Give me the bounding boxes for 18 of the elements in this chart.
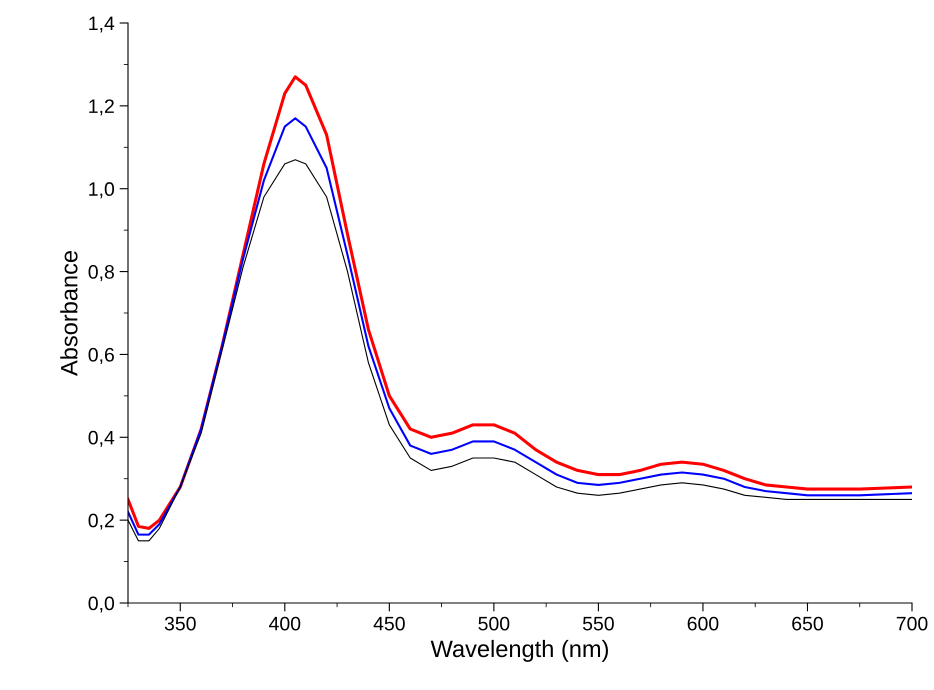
x-tick-label: 700 xyxy=(896,616,928,630)
y-tick-label: 0,2 xyxy=(88,514,114,530)
x-tick-label: 350 xyxy=(164,616,196,630)
x-axis-title: Wavelength (nm) xyxy=(430,640,608,662)
y-tick-label: 1,2 xyxy=(89,99,114,116)
x-tick-label: 450 xyxy=(374,616,405,630)
y-tick-label: 1,0 xyxy=(89,182,114,198)
y-tick-label: 0,4 xyxy=(88,430,114,447)
y-tick-label: 0,8 xyxy=(88,265,114,282)
x-tick-label: 650 xyxy=(792,616,823,630)
y-tick-label: 1,4 xyxy=(89,16,114,33)
x-tick-label: 500 xyxy=(478,616,510,630)
y-tick-label: 0,0 xyxy=(88,596,114,613)
x-tick-label: 600 xyxy=(688,616,718,630)
x-tick-label: 550 xyxy=(582,616,614,630)
y-tick-label: 0,6 xyxy=(88,348,114,364)
x-tick-label: 400 xyxy=(269,616,300,630)
y-axis-title: Absorbance xyxy=(60,251,78,376)
